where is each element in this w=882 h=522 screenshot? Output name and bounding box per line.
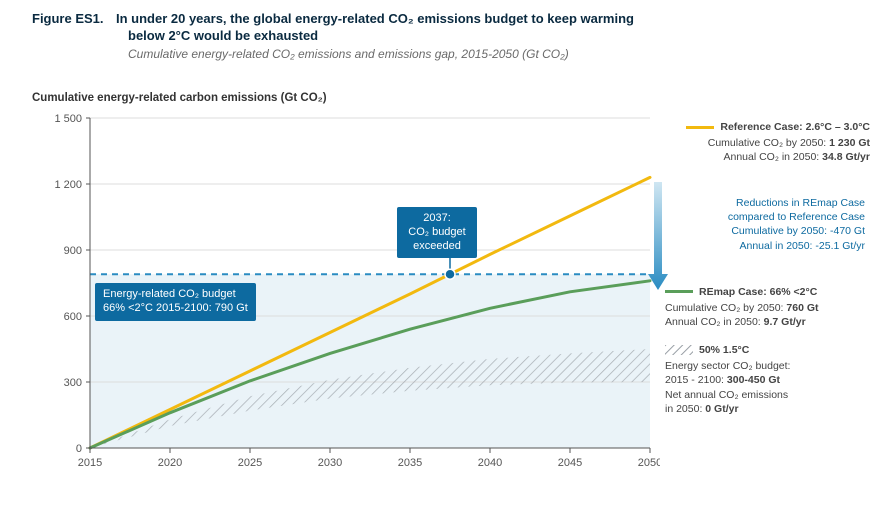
y-axis-title: Cumulative energy-related carbon emissio… bbox=[32, 92, 327, 104]
svg-text:2045: 2045 bbox=[558, 457, 582, 469]
figure-title-line1: In under 20 years, the global energy-rel… bbox=[116, 11, 634, 26]
annotation-2037-l1: 2037: bbox=[405, 212, 469, 226]
legend-band-l2: 2015 - 2100: 300-450 Gt bbox=[665, 373, 870, 387]
annotation-budget-l1: Energy-related CO₂ budget bbox=[103, 288, 248, 302]
legend-reference-swatch bbox=[686, 126, 714, 129]
legend-band-swatch bbox=[665, 345, 693, 355]
legend-band-l3: Net annual CO₂ emissions bbox=[665, 388, 870, 402]
legend-remap-l2: Annual CO₂ in 2050: 9.7 Gt/yr bbox=[665, 315, 870, 329]
annotation-2037-l2: CO₂ budget bbox=[405, 226, 469, 240]
annotation-budget-l2: 66% <2°C 2015-2100: 790 Gt bbox=[103, 302, 248, 316]
annotation-2037-l3: exceeded bbox=[405, 240, 469, 254]
svg-text:900: 900 bbox=[64, 245, 82, 257]
annotation-2037: 2037: CO₂ budget exceeded bbox=[397, 207, 477, 258]
figure-subtitle: Cumulative energy-related CO₂ emissions … bbox=[128, 47, 882, 61]
figure-header: Figure ES1. In under 20 years, the globa… bbox=[0, 0, 882, 61]
svg-text:2040: 2040 bbox=[478, 457, 502, 469]
svg-text:1 500: 1 500 bbox=[54, 113, 82, 125]
legend-reference: Reference Case: 2.6°C – 3.0°C Cumulative… bbox=[665, 120, 870, 165]
figure-container: Figure ES1. In under 20 years, the globa… bbox=[0, 0, 882, 522]
legend-remap-l1: Cumulative CO₂ by 2050: 760 Gt bbox=[665, 301, 870, 315]
svg-text:2020: 2020 bbox=[158, 457, 182, 469]
svg-text:2050: 2050 bbox=[638, 457, 660, 469]
legend-remap-swatch bbox=[665, 290, 693, 293]
annotation-budget: Energy-related CO₂ budget 66% <2°C 2015-… bbox=[95, 283, 256, 321]
figure-title-line2: below 2°C would be exhausted bbox=[128, 28, 882, 43]
legend: Reference Case: 2.6°C – 3.0°C Cumulative… bbox=[665, 120, 870, 430]
figure-label: Figure ES1. bbox=[32, 11, 104, 26]
legend-band: 50% 1.5°C Energy sector CO₂ budget: 2015… bbox=[665, 343, 870, 416]
legend-reference-title: Reference Case: 2.6°C – 3.0°C bbox=[720, 120, 870, 134]
legend-reference-l2: Annual CO₂ in 2050: 34.8 Gt/yr bbox=[665, 150, 870, 164]
svg-text:2030: 2030 bbox=[318, 457, 342, 469]
svg-text:300: 300 bbox=[64, 377, 82, 389]
svg-text:600: 600 bbox=[64, 311, 82, 323]
legend-band-l4: in 2050: 0 Gt/yr bbox=[665, 402, 870, 416]
svg-text:1 200: 1 200 bbox=[54, 179, 82, 191]
legend-band-title: 50% 1.5°C bbox=[699, 343, 749, 357]
svg-text:2025: 2025 bbox=[238, 457, 262, 469]
svg-text:2035: 2035 bbox=[398, 457, 422, 469]
legend-remap: REmap Case: 66% <2°C Cumulative CO₂ by 2… bbox=[665, 285, 870, 330]
legend-band-l1: Energy sector CO₂ budget: bbox=[665, 359, 870, 373]
legend-remap-title: REmap Case: 66% <2°C bbox=[699, 285, 817, 299]
svg-text:0: 0 bbox=[76, 443, 82, 455]
legend-reference-l1: Cumulative CO₂ by 2050: 1 230 Gt bbox=[665, 136, 870, 150]
svg-text:2015: 2015 bbox=[78, 457, 102, 469]
